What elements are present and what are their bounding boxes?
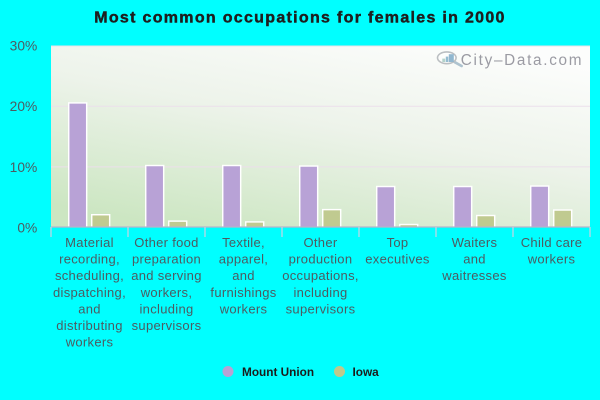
svg-text:furnishings: furnishings — [210, 285, 276, 300]
svg-text:10%: 10% — [10, 160, 38, 175]
svg-text:occupations,: occupations, — [282, 268, 359, 283]
svg-text:workers: workers — [219, 301, 268, 316]
svg-text:20%: 20% — [10, 99, 38, 114]
svg-text:and: and — [232, 268, 255, 283]
svg-text:0%: 0% — [17, 220, 37, 235]
svg-text:distributing: distributing — [56, 318, 122, 333]
svg-text:workers: workers — [65, 335, 114, 350]
svg-text:workers,: workers, — [140, 285, 193, 300]
svg-text:supervisors: supervisors — [132, 318, 202, 333]
svg-text:and: and — [463, 252, 486, 267]
svg-text:Other: Other — [303, 235, 337, 250]
svg-text:30%: 30% — [10, 39, 38, 54]
svg-text:Most common occupations for fe: Most common occupations for females in 2… — [94, 9, 506, 26]
svg-text:including: including — [293, 285, 347, 300]
svg-text:scheduling,: scheduling, — [55, 268, 124, 283]
svg-text:and: and — [78, 301, 101, 316]
svg-text:Material: Material — [65, 235, 114, 250]
svg-text:workers: workers — [527, 252, 576, 267]
svg-text:Iowa: Iowa — [353, 365, 380, 379]
svg-text:Top: Top — [387, 235, 409, 250]
svg-text:production: production — [289, 252, 353, 267]
svg-text:apparel,: apparel, — [219, 252, 268, 267]
svg-text:City–Data.com: City–Data.com — [461, 52, 583, 69]
svg-text:waitresses: waitresses — [441, 268, 507, 283]
svg-text:Textile,: Textile, — [222, 235, 265, 250]
svg-text:preparation: preparation — [132, 252, 201, 267]
svg-text:Mount Union: Mount Union — [242, 365, 314, 379]
svg-text:executives: executives — [365, 252, 430, 267]
svg-text:supervisors: supervisors — [286, 301, 356, 316]
svg-text:Child care: Child care — [521, 235, 583, 250]
svg-text:including: including — [139, 301, 193, 316]
svg-text:and serving: and serving — [131, 268, 202, 283]
svg-text:Other food: Other food — [134, 235, 198, 250]
svg-text:recording,: recording, — [59, 252, 120, 267]
svg-text:Waiters: Waiters — [452, 235, 498, 250]
svg-text:dispatching,: dispatching, — [53, 285, 126, 300]
